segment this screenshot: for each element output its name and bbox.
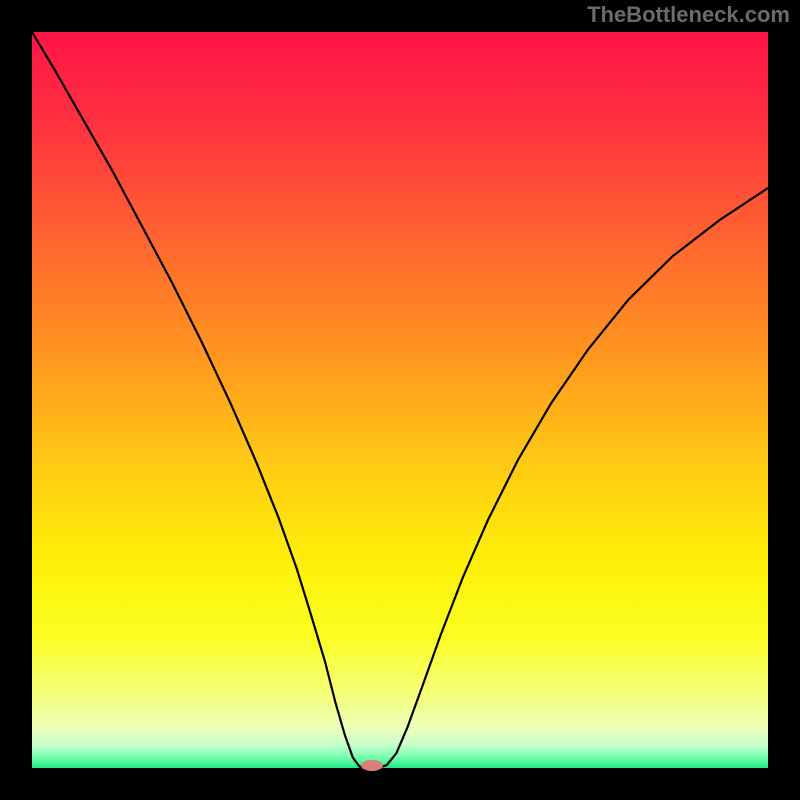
minimum-marker (361, 760, 383, 771)
curve-path (32, 32, 768, 768)
bottleneck-curve (32, 32, 768, 768)
watermark-text: TheBottleneck.com (587, 2, 790, 28)
plot-area (32, 32, 768, 768)
